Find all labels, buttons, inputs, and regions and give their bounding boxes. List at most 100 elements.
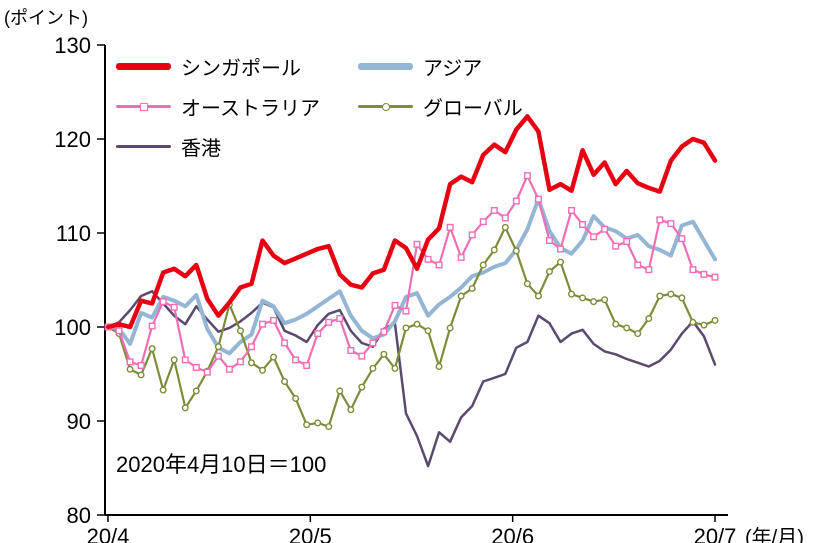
legend-line-asia (358, 63, 413, 70)
legend-marker-global (381, 102, 390, 111)
series-marker-australia (259, 320, 267, 328)
series-marker-global (667, 290, 675, 298)
series-marker-global (700, 321, 708, 329)
series-marker-australia (623, 237, 631, 245)
series-marker-australia (181, 356, 189, 364)
series-marker-global (380, 350, 388, 358)
legend-sample-global (358, 100, 413, 114)
legend-item-asia: アジア (358, 52, 523, 81)
series-marker-global (678, 294, 686, 302)
series-marker-australia (137, 362, 145, 370)
series-marker-global (612, 320, 620, 328)
y-tick-label: 80 (67, 503, 91, 528)
series-marker-australia (590, 233, 598, 241)
series-marker-global (457, 292, 465, 300)
series-marker-global (534, 292, 542, 300)
legend-sample-singapore (116, 60, 171, 74)
series-marker-australia (568, 206, 576, 214)
series-marker-australia (314, 330, 322, 338)
series-marker-global (270, 353, 278, 361)
legend: シンガポール アジアオーストラリア グローバル香港 (116, 52, 523, 161)
series-marker-global (479, 261, 487, 269)
series-marker-global (656, 292, 664, 300)
x-axis-unit-label: (年/月) (745, 526, 804, 543)
series-marker-global (281, 378, 289, 386)
series-marker-global (192, 387, 200, 395)
plot-series (104, 114, 719, 468)
series-marker-australia (270, 316, 278, 324)
series-marker-global (435, 362, 443, 370)
axis-tick-labels: 80 90 100 110 120 130 20/4 20/5 20/6 20/7 (年/月) (54, 33, 804, 543)
series-marker-global (645, 315, 653, 323)
legend-label-global: グローバル (423, 98, 523, 120)
series-marker-australia (413, 240, 421, 248)
legend-line-hong-kong (116, 145, 171, 148)
series-marker-australia (667, 220, 675, 228)
series-marker-global (523, 280, 531, 288)
series-marker-australia (612, 242, 620, 250)
series-marker-australia (556, 245, 564, 253)
series-marker-australia (358, 352, 366, 360)
series-marker-global (545, 268, 553, 276)
legend-label-hong-kong: 香港 (181, 138, 221, 160)
legend-item-australia: オーストラリア (116, 92, 320, 121)
series-marker-australia (325, 318, 333, 326)
series-marker-australia (281, 339, 289, 347)
series-marker-australia (247, 343, 255, 351)
axes (97, 44, 728, 522)
series-marker-australia (446, 223, 454, 231)
series-marker-australia (303, 362, 311, 370)
series-marker-global (402, 324, 410, 332)
series-line-asia (106, 197, 717, 356)
series-marker-australia (479, 218, 487, 226)
series-marker-global (347, 406, 355, 414)
series-marker-australia (711, 273, 719, 281)
base-date-annotation: 2020年4月10日＝100 (116, 452, 327, 477)
legend-sample-hong-kong (116, 140, 171, 154)
series-marker-global (303, 421, 311, 429)
legend-label-asia: アジア (423, 58, 483, 80)
series-marker-australia (347, 347, 355, 355)
x-tick-label: 20/6 (491, 524, 534, 543)
series-marker-australia (689, 266, 697, 274)
legend-sample-australia (116, 100, 171, 114)
legend-label-singapore: シンガポール (181, 58, 301, 80)
series-marker-global (689, 318, 697, 326)
series-marker-global (413, 320, 421, 328)
legend-item-hong-kong: 香港 (116, 132, 320, 161)
series-marker-global (556, 258, 564, 266)
series-marker-australia (336, 315, 344, 323)
series-marker-global (170, 356, 178, 364)
series-marker-global (137, 371, 145, 379)
series-marker-australia (214, 352, 222, 360)
series-marker-australia (700, 270, 708, 278)
x-tick-label: 20/5 (289, 524, 332, 543)
y-tick-label: 100 (54, 315, 91, 340)
series-line-hong-kong (106, 290, 717, 468)
series-marker-global (391, 364, 399, 372)
legend-line-singapore (116, 63, 171, 70)
legend-label-australia: オーストラリア (181, 98, 320, 120)
series-marker-australia (601, 225, 609, 233)
series-marker-global (292, 394, 300, 402)
series-marker-australia (236, 358, 244, 366)
series-marker-global (148, 345, 156, 353)
series-marker-australia (115, 327, 123, 335)
series-marker-australia (634, 261, 642, 269)
legend-sample-asia (358, 60, 413, 74)
legend-item-singapore: シンガポール (116, 52, 320, 81)
series-marker-global (214, 343, 222, 351)
series-marker-australia (402, 307, 410, 315)
series-marker-australia (148, 322, 156, 330)
series-marker-australia (534, 195, 542, 203)
series-marker-global (424, 327, 432, 335)
series-marker-australia (457, 253, 465, 261)
series-marker-australia (424, 255, 432, 263)
series-marker-australia (468, 231, 476, 239)
series-marker-australia (380, 328, 388, 336)
series-marker-global (512, 247, 520, 255)
series-marker-australia (579, 221, 587, 229)
series-marker-australia (192, 363, 200, 371)
series-marker-global (711, 316, 719, 324)
